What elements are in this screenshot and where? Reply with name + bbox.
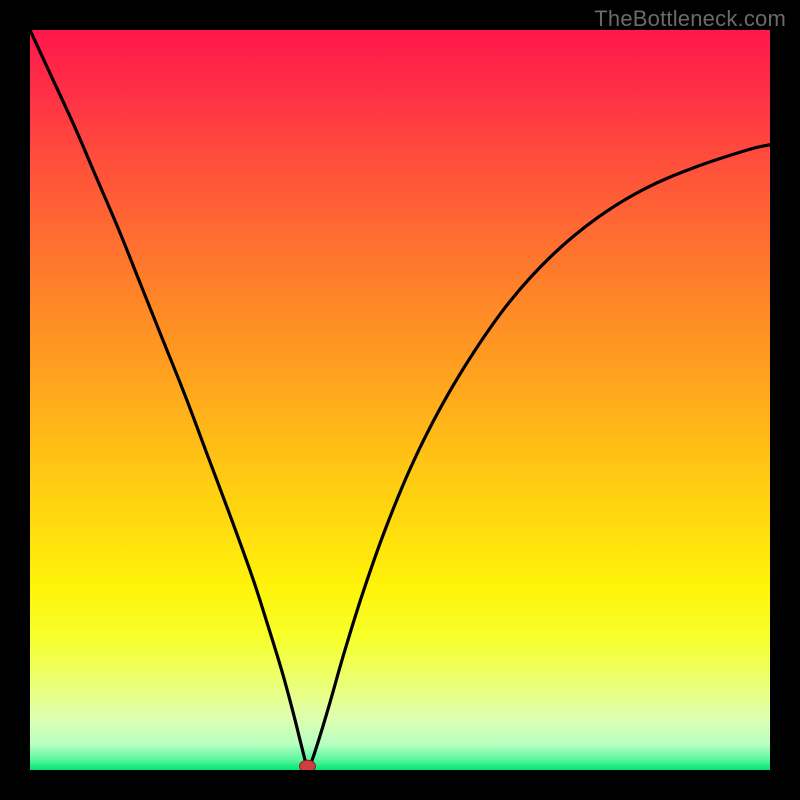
- chart-svg: [30, 30, 770, 770]
- watermark-text: TheBottleneck.com: [594, 6, 786, 32]
- plot-area: [30, 30, 770, 770]
- chart-background: [30, 30, 770, 770]
- chart-frame: TheBottleneck.com: [0, 0, 800, 800]
- minimum-marker: [300, 760, 316, 770]
